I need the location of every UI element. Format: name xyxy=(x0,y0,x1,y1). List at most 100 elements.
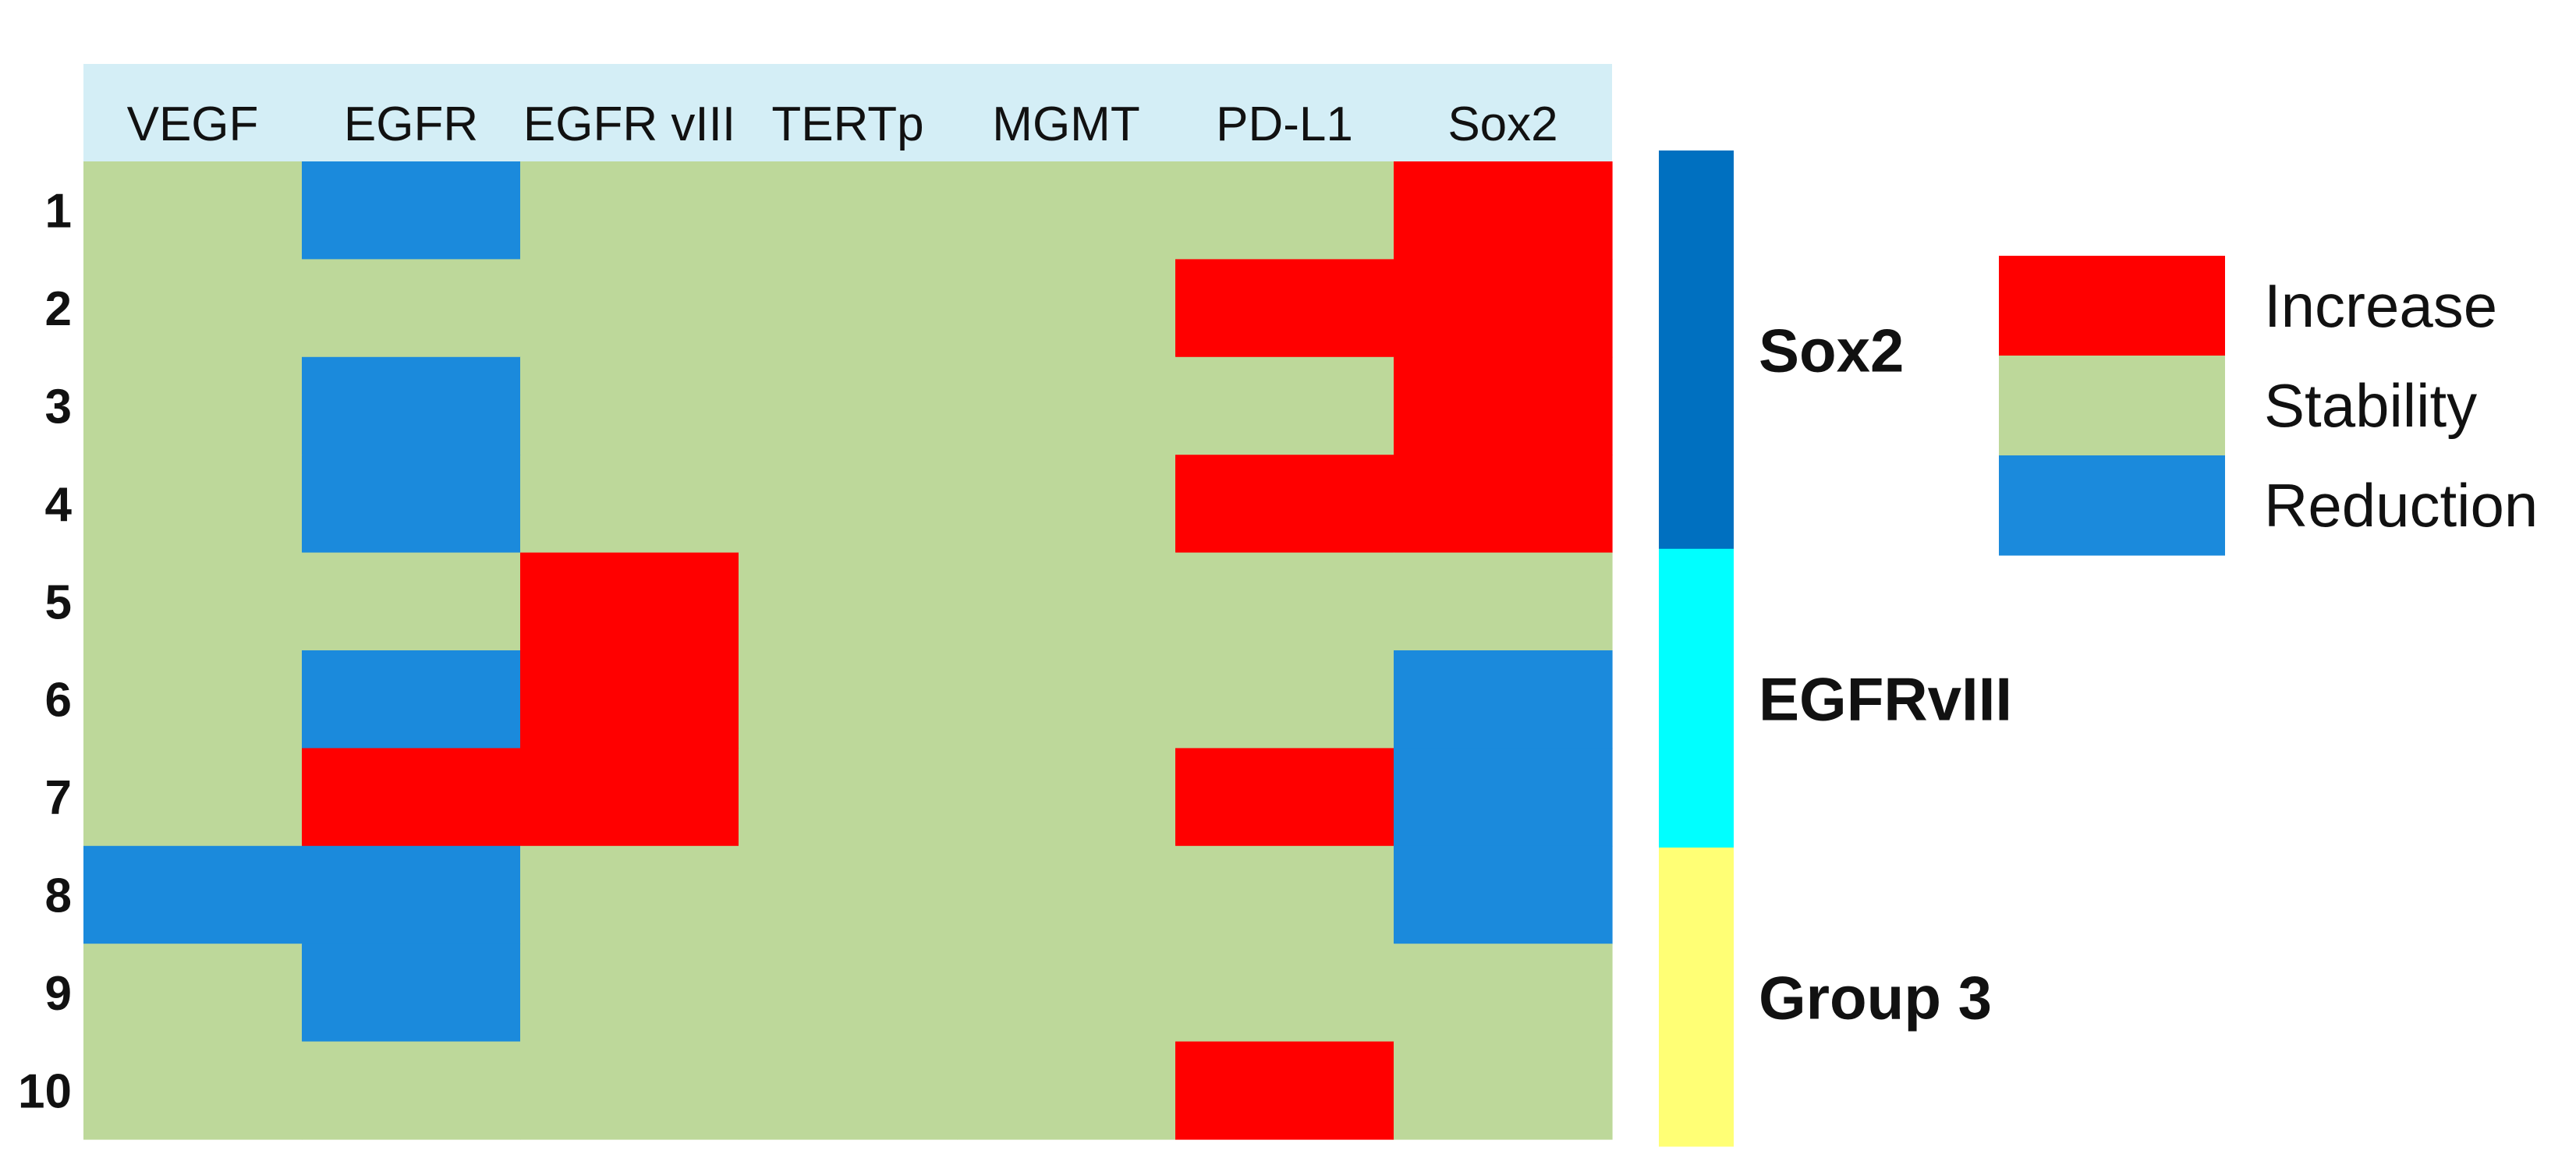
cell-r3-egfr-reduction xyxy=(302,356,521,455)
cell-r1-vegf-stability xyxy=(83,161,303,260)
cell-r8-vegf-reduction xyxy=(83,845,303,944)
cell-r9-pd-l1-stability xyxy=(1175,944,1394,1043)
group-label-sox2: Sox2 xyxy=(1759,316,1904,384)
legend-label-increase: Increase xyxy=(2264,271,2497,340)
group-bar-group-3 xyxy=(1659,847,1734,1147)
row-label-5: 5 xyxy=(45,575,72,629)
cell-r4-egfr-reduction xyxy=(302,455,521,554)
cell-r1-tertp-stability xyxy=(739,161,958,260)
column-label-vegf: VEGF xyxy=(127,97,259,151)
cell-r10-vegf-stability xyxy=(83,1041,303,1140)
group-bar-sox2 xyxy=(1659,150,1734,550)
cell-r5-egfr-viii-increase xyxy=(520,552,739,651)
cell-r3-tertp-stability xyxy=(739,356,958,455)
group-bar-egfrviii xyxy=(1659,548,1734,848)
cell-r7-sox2-reduction xyxy=(1394,748,1613,847)
cell-r10-tertp-stability xyxy=(739,1041,958,1140)
cell-r8-egfr-viii-stability xyxy=(520,845,739,944)
cell-r9-egfr-reduction xyxy=(302,944,521,1043)
column-label-egfr: EGFR xyxy=(344,97,478,151)
cell-r10-pd-l1-increase xyxy=(1175,1041,1394,1140)
legend-swatch-reduction xyxy=(1999,455,2225,556)
cell-r9-tertp-stability xyxy=(739,944,958,1043)
group-label-egfrviii: EGFRvIII xyxy=(1759,664,2012,733)
cell-r6-egfr-reduction xyxy=(302,650,521,749)
cell-r3-vegf-stability xyxy=(83,356,303,455)
cell-r3-pd-l1-stability xyxy=(1175,356,1394,455)
cell-r10-egfr-stability xyxy=(302,1041,521,1140)
cell-r5-mgmt-stability xyxy=(957,552,1176,651)
cell-r6-pd-l1-stability xyxy=(1175,650,1394,749)
cell-r4-tertp-stability xyxy=(739,455,958,554)
heatmap-cells xyxy=(83,161,1613,1140)
legend: Increase Stability Reduction xyxy=(1999,256,2538,556)
cell-r2-vegf-stability xyxy=(83,259,303,358)
cell-r2-tertp-stability xyxy=(739,259,958,358)
column-label-mgmt: MGMT xyxy=(992,97,1139,151)
column-label-egfr-viii: EGFR vIII xyxy=(523,97,735,151)
legend-label-stability: Stability xyxy=(2264,371,2477,440)
legend-swatch-increase xyxy=(1999,256,2225,356)
cell-r5-sox2-stability xyxy=(1394,552,1613,651)
cell-r4-vegf-stability xyxy=(83,455,303,554)
cell-r1-pd-l1-stability xyxy=(1175,161,1394,260)
cell-r5-tertp-stability xyxy=(739,552,958,651)
cell-r6-sox2-reduction xyxy=(1394,650,1613,749)
cell-r5-vegf-stability xyxy=(83,552,303,651)
cell-r7-vegf-stability xyxy=(83,748,303,847)
cell-r2-sox2-increase xyxy=(1394,259,1613,358)
cell-r4-pd-l1-increase xyxy=(1175,455,1394,554)
cell-r2-egfr-stability xyxy=(302,259,521,358)
group-label-group-3: Group 3 xyxy=(1759,963,1992,1032)
row-label-3: 3 xyxy=(45,381,72,434)
cell-r3-mgmt-stability xyxy=(957,356,1176,455)
cell-r3-egfr-viii-stability xyxy=(520,356,739,455)
row-labels: 1 2 3 4 5 6 7 8 9 10 xyxy=(18,185,72,1119)
cell-r9-egfr-viii-stability xyxy=(520,944,739,1043)
cell-r4-sox2-increase xyxy=(1394,455,1613,554)
cell-r1-mgmt-stability xyxy=(957,161,1176,260)
cell-r5-egfr-stability xyxy=(302,552,521,651)
cell-r4-egfr-viii-stability xyxy=(520,455,739,554)
cell-r8-tertp-stability xyxy=(739,845,958,944)
column-header-band xyxy=(83,64,1612,161)
cell-r10-mgmt-stability xyxy=(957,1041,1176,1140)
cell-r5-pd-l1-stability xyxy=(1175,552,1394,651)
cell-r4-mgmt-stability xyxy=(957,455,1176,554)
cell-r10-sox2-stability xyxy=(1394,1041,1613,1140)
cell-r2-pd-l1-increase xyxy=(1175,259,1394,358)
cell-r7-egfr-viii-increase xyxy=(520,748,739,847)
cell-r9-sox2-stability xyxy=(1394,944,1613,1043)
cell-r2-egfr-viii-stability xyxy=(520,259,739,358)
cell-r8-pd-l1-stability xyxy=(1175,845,1394,944)
column-labels: VEGF EGFR EGFR vIII TERTp MGMT PD-L1 Sox2 xyxy=(127,97,1558,151)
cell-r7-tertp-stability xyxy=(739,748,958,847)
cell-r2-mgmt-stability xyxy=(957,259,1176,358)
cell-r6-vegf-stability xyxy=(83,650,303,749)
cell-r9-vegf-stability xyxy=(83,944,303,1043)
row-label-2: 2 xyxy=(45,282,72,336)
cell-r8-mgmt-stability xyxy=(957,845,1176,944)
cell-r7-egfr-increase xyxy=(302,748,521,847)
cell-r6-mgmt-stability xyxy=(957,650,1176,749)
row-label-7: 7 xyxy=(45,771,72,825)
row-label-8: 8 xyxy=(45,869,72,923)
cell-r8-egfr-reduction xyxy=(302,845,521,944)
row-label-6: 6 xyxy=(45,674,72,728)
cell-r6-egfr-viii-increase xyxy=(520,650,739,749)
row-label-1: 1 xyxy=(45,185,72,239)
column-label-pd-l1: PD-L1 xyxy=(1216,97,1353,151)
column-label-sox2: Sox2 xyxy=(1447,97,1557,151)
cell-r3-sox2-increase xyxy=(1394,356,1613,455)
cell-r1-sox2-increase xyxy=(1394,161,1613,260)
column-label-tertp: TERTp xyxy=(771,97,923,151)
cell-r7-mgmt-stability xyxy=(957,748,1176,847)
row-label-10: 10 xyxy=(18,1064,72,1118)
cell-r1-egfr-viii-stability xyxy=(520,161,739,260)
cell-r6-tertp-stability xyxy=(739,650,958,749)
legend-swatch-stability xyxy=(1999,356,2225,456)
cell-r7-pd-l1-increase xyxy=(1175,748,1394,847)
row-label-4: 4 xyxy=(45,478,73,532)
row-label-9: 9 xyxy=(45,967,72,1021)
